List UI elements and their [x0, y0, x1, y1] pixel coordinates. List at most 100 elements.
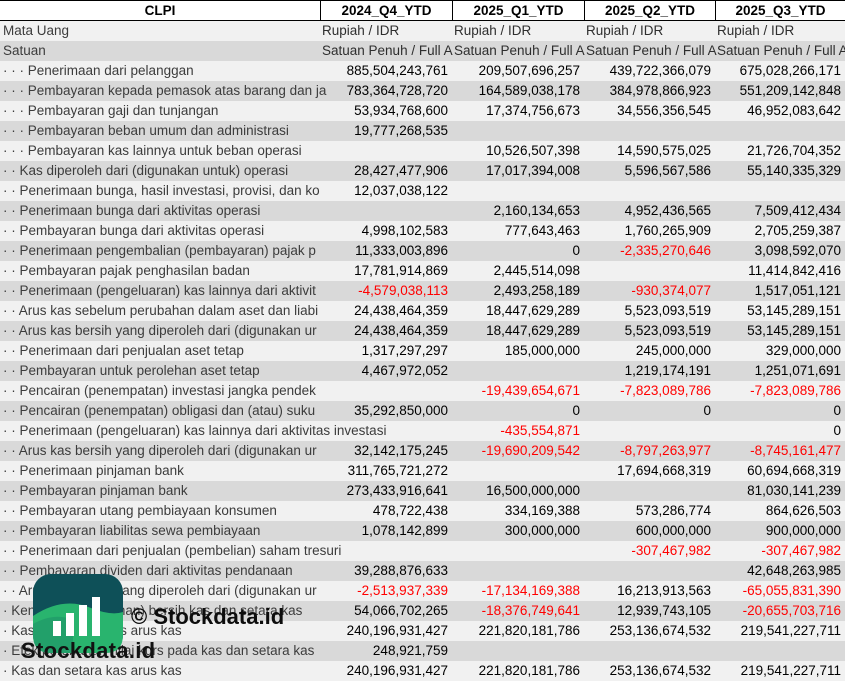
value-cell[interactable]: -2,513,937,339	[357, 583, 448, 598]
value-cell[interactable]: 17,017,394,008	[486, 163, 580, 178]
value-cell[interactable]: 5,596,567,586	[624, 163, 711, 178]
value-cell[interactable]: 885,504,243,761	[346, 63, 448, 78]
value-cell[interactable]	[584, 641, 715, 661]
value-cell[interactable]: 329,000,000	[765, 343, 841, 358]
value-cell[interactable]: 439,722,366,079	[609, 63, 711, 78]
row-label[interactable]: · · · Penerimaan dari pelanggan	[3, 63, 194, 78]
value-cell[interactable]: 18,447,629,289	[486, 323, 580, 338]
value-cell[interactable]: 864,626,503	[765, 503, 841, 518]
value-cell[interactable]: 53,145,289,151	[747, 323, 841, 338]
value-cell[interactable]: 300,000,000	[504, 523, 580, 538]
value-cell[interactable]: 219,541,227,711	[740, 623, 841, 638]
value-cell[interactable]: 17,694,668,319	[617, 463, 711, 478]
row-label[interactable]: · · Penerimaan pengembalian (pembayaran)…	[3, 243, 316, 258]
value-cell[interactable]: -17,134,169,388	[481, 583, 580, 598]
value-cell[interactable]: -20,655,703,716	[742, 603, 841, 618]
value-cell[interactable]: 2,445,514,098	[493, 263, 580, 278]
value-cell[interactable]: -2,335,270,646	[620, 243, 711, 258]
value-cell[interactable]: 5,523,093,519	[624, 323, 711, 338]
value-cell[interactable]: 17,781,914,869	[354, 263, 448, 278]
value-cell[interactable]: Rupiah / IDR	[586, 23, 664, 38]
row-label[interactable]: · · · Pembayaran beban umum dan administ…	[3, 123, 289, 138]
row-label[interactable]: · · Pembayaran untuk perolehan aset teta…	[3, 363, 260, 378]
value-cell[interactable]: -65,055,831,390	[742, 583, 841, 598]
value-cell[interactable]: Satuan Penuh / Full A	[717, 43, 845, 58]
value-cell[interactable]: 0	[833, 423, 841, 438]
value-cell[interactable]: 1,219,174,191	[624, 363, 711, 378]
row-label[interactable]: · · Penerimaan (pengeluaran) kas lainnya…	[3, 283, 316, 298]
value-cell[interactable]: 221,820,181,786	[478, 623, 580, 638]
value-cell[interactable]: Satuan Penuh / Full A	[586, 43, 717, 58]
value-cell[interactable]: 19,777,268,535	[354, 123, 448, 138]
value-cell[interactable]: 32,142,175,245	[354, 443, 448, 458]
value-cell[interactable]: -8,745,161,477	[750, 443, 841, 458]
value-cell[interactable]	[715, 121, 845, 141]
value-cell[interactable]: Rupiah / IDR	[717, 23, 795, 38]
value-cell[interactable]: 0	[572, 403, 580, 418]
value-cell[interactable]: 0	[703, 403, 711, 418]
value-cell[interactable]	[715, 181, 845, 201]
value-cell[interactable]	[320, 541, 452, 561]
value-cell[interactable]: 185,000,000	[504, 343, 580, 358]
row-label[interactable]: · · Pembayaran bunga dari aktivitas oper…	[3, 223, 265, 238]
value-cell[interactable]: 675,028,266,171	[739, 63, 841, 78]
value-cell[interactable]: 1,760,265,909	[624, 223, 711, 238]
value-cell[interactable]: -930,374,077	[631, 283, 711, 298]
column-header-cell[interactable]: 2025_Q1_YTD	[452, 1, 584, 20]
value-cell[interactable]: 245,000,000	[635, 343, 711, 358]
value-cell[interactable]: 240,196,931,427	[346, 663, 448, 678]
value-cell[interactable]	[452, 461, 584, 481]
value-cell[interactable]: 273,433,916,641	[346, 483, 448, 498]
value-cell[interactable]: Satuan Penuh / Full A	[454, 43, 585, 58]
value-cell[interactable]: 777,643,463	[504, 223, 580, 238]
value-cell[interactable]: 35,292,850,000	[354, 403, 448, 418]
value-cell[interactable]: 1,517,051,121	[754, 283, 841, 298]
value-cell[interactable]	[452, 541, 584, 561]
value-cell[interactable]	[584, 261, 715, 281]
value-cell[interactable]: 1,317,297,297	[361, 343, 448, 358]
value-cell[interactable]: -8,797,263,977	[620, 443, 711, 458]
value-cell[interactable]: 219,541,227,711	[740, 663, 841, 678]
value-cell[interactable]	[584, 121, 715, 141]
value-cell[interactable]: 478,722,438	[372, 503, 448, 518]
row-label[interactable]: · · Pencairan (penempatan) obligasi dan …	[3, 403, 316, 418]
value-cell[interactable]: 4,467,972,052	[361, 363, 448, 378]
value-cell[interactable]: 7,509,412,434	[754, 203, 841, 218]
value-cell[interactable]: 4,998,102,583	[361, 223, 448, 238]
value-cell[interactable]: 42,648,263,985	[747, 563, 841, 578]
value-cell[interactable]: 53,934,768,600	[354, 103, 448, 118]
value-cell[interactable]: 34,556,356,545	[617, 103, 711, 118]
row-label[interactable]: · · · Pembayaran kepada pemasok atas bar…	[3, 83, 327, 98]
value-cell[interactable]: 3,098,592,070	[754, 243, 841, 258]
value-cell[interactable]: 24,438,464,359	[354, 323, 448, 338]
row-label[interactable]: Mata Uang	[3, 23, 70, 38]
value-cell[interactable]: -7,823,089,786	[750, 383, 841, 398]
value-cell[interactable]: 253,136,674,532	[609, 623, 711, 638]
value-cell[interactable]: 5,523,093,519	[624, 303, 711, 318]
value-cell[interactable]: -307,467,982	[631, 543, 711, 558]
row-label[interactable]: · · · Pembayaran kas lainnya untuk beban…	[3, 143, 302, 158]
value-cell[interactable]: -19,690,209,542	[481, 443, 580, 458]
value-cell[interactable]	[452, 181, 584, 201]
value-cell[interactable]	[320, 421, 452, 441]
value-cell[interactable]	[584, 181, 715, 201]
value-cell[interactable]: -7,823,089,786	[620, 383, 711, 398]
value-cell[interactable]: Rupiah / IDR	[454, 23, 532, 38]
value-cell[interactable]: 334,169,388	[504, 503, 580, 518]
value-cell[interactable]: 1,078,142,899	[361, 523, 448, 538]
row-label[interactable]: · · Arus kas sebelum perubahan dalam ase…	[3, 303, 319, 318]
value-cell[interactable]	[320, 201, 452, 221]
row-label[interactable]: · · Penerimaan dari penjualan (pembelian…	[3, 543, 342, 558]
column-header-cell[interactable]: 2025_Q3_YTD	[715, 1, 845, 20]
value-cell[interactable]	[452, 641, 584, 661]
column-header-cell[interactable]: 2025_Q2_YTD	[584, 1, 715, 20]
row-label[interactable]: · · Penerimaan bunga dari aktivitas oper…	[3, 203, 261, 218]
company-header-cell[interactable]: CLPI	[144, 3, 176, 18]
value-cell[interactable]	[320, 141, 452, 161]
row-label[interactable]: · · Arus kas bersih yang diperoleh dari …	[3, 323, 317, 338]
value-cell[interactable]: 46,952,083,642	[747, 103, 841, 118]
row-label[interactable]: · Kas dan setara kas arus kas	[3, 663, 182, 678]
value-cell[interactable]	[452, 121, 584, 141]
value-cell[interactable]	[452, 361, 584, 381]
row-label[interactable]: · · Pembayaran pajak penghasilan badan	[3, 263, 250, 278]
